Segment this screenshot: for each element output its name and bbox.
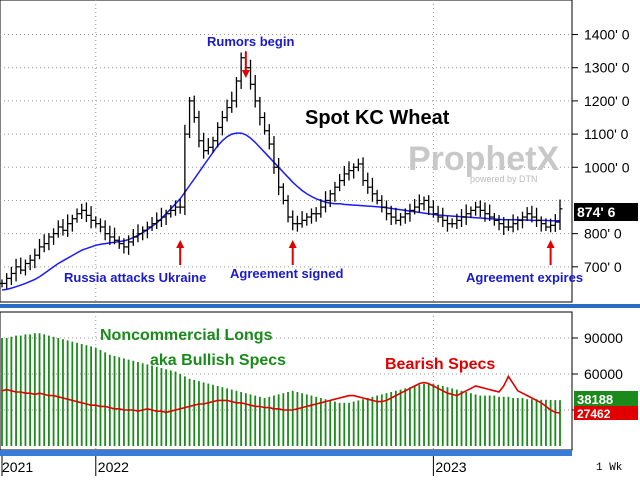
price-tick-label: 1100' 0	[584, 126, 629, 142]
price-tick-label: 1200' 0	[584, 93, 630, 109]
legend-longs-aka: aka Bullish Specs	[150, 352, 286, 369]
annotation-arrowhead	[241, 70, 250, 78]
annotation-arrowhead	[288, 240, 297, 248]
annotation-label: Agreement expires	[466, 270, 583, 285]
x-tick-label: 2022	[98, 459, 129, 475]
bearish-specs-layer	[1, 374, 561, 414]
noncommercial-bars-layer	[1, 333, 561, 446]
price-grid	[0, 0, 572, 302]
longs-last-tag	[574, 391, 638, 406]
x-axis: 2021 2022 2023	[1, 456, 467, 476]
price-tick-label: 800' 0	[584, 226, 622, 242]
moving-average-layer	[1, 132, 560, 291]
price-bars-layer	[0, 51, 563, 289]
price-tick-label: 1400' 0	[584, 27, 630, 43]
periodicity-label[interactable]: 1 Wk	[596, 462, 623, 474]
annotations-layer: Rumors begin Russia attacks Ukraine Agreem…	[64, 34, 583, 285]
price-tick-label: 1300' 0	[584, 60, 630, 76]
volume-tick-label: 90000	[584, 330, 623, 346]
annotation-arrowhead	[176, 240, 185, 248]
x-tick-label: 2023	[435, 459, 466, 475]
moving-average-line	[1, 132, 560, 291]
price-tick-label: 1000' 0	[584, 159, 630, 175]
chart-title: Spot KC Wheat	[305, 107, 450, 129]
price-tick-label: 700' 0	[584, 259, 622, 275]
watermark-subtitle: powered by DTN	[470, 174, 538, 184]
longs-last-label: 38188	[577, 392, 613, 407]
legend-longs: Noncommercial Longs	[100, 327, 273, 344]
last-price-label: 874' 6	[577, 204, 616, 220]
annotation-arrowhead	[546, 240, 555, 248]
x-tick-label: 2021	[2, 459, 33, 475]
bearish-last-label: 27462	[577, 407, 611, 421]
legend-bearish: Bearish Specs	[385, 356, 495, 373]
price-plot-area	[0, 0, 573, 303]
annotation-label: Rumors begin	[207, 34, 294, 49]
volume-tick-label: 60000	[584, 366, 623, 382]
price-y-axis: 700' 0 800' 0 1000' 0 1100' 0 1200' 0 1300' 0…	[572, 27, 630, 275]
annotation-label: Russia attacks Ukraine	[64, 270, 206, 285]
watermark-logo: ProphetX	[408, 140, 559, 178]
bearish-specs-line	[1, 374, 561, 414]
bearish-last-tag	[574, 406, 638, 420]
time-scrollbar[interactable]	[0, 450, 572, 456]
annotation-label: Agreement signed	[230, 266, 343, 281]
last-price-tag	[574, 203, 638, 221]
